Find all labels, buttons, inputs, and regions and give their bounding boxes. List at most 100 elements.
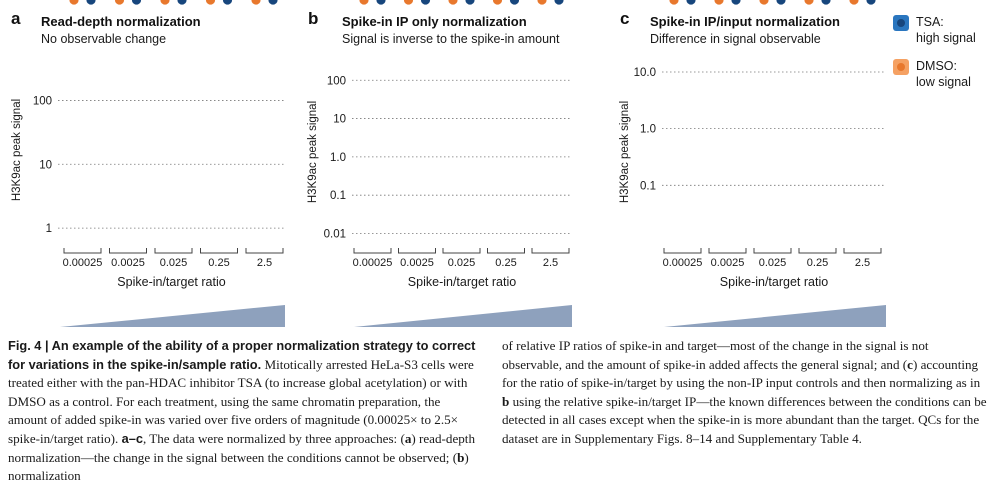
median-dot-c-tsa-4 (866, 0, 876, 5)
x-tick-label-a-3: 0.25 (208, 257, 229, 269)
median-dot-c-dmso-4 (849, 0, 859, 5)
median-dot-a-dmso-0 (69, 0, 79, 5)
figure-caption-right: of relative IP ratios of spike-in and ta… (502, 338, 987, 446)
x-tick-label-b-4: 2.5 (543, 257, 558, 269)
y-tick-label-b-3: 10 (333, 114, 346, 126)
category-bracket-a-3 (200, 248, 238, 254)
legend-item-dmso: DMSO: low signal (893, 58, 1000, 90)
median-dot-a-dmso-2 (160, 0, 170, 5)
median-dot-c-dmso-1 (714, 0, 724, 5)
median-dot-b-tsa-1 (420, 0, 431, 5)
median-dot-c-dmso-2 (759, 0, 769, 5)
dmso-swatch-icon (893, 59, 909, 75)
y-axis-label-c: H3K9ac peak signal (619, 101, 631, 203)
median-dot-a-tsa-3 (222, 0, 233, 5)
category-bracket-c-3 (798, 248, 837, 254)
median-dot-b-dmso-4 (537, 0, 547, 5)
x-tick-label-c-3: 0.25 (807, 257, 828, 269)
median-dot-c-tsa-3 (821, 0, 831, 5)
category-bracket-b-3 (487, 248, 525, 254)
panel-title-c: Spike-in IP/input normalization (650, 14, 840, 29)
median-dot-a-tsa-4 (268, 0, 278, 5)
median-dot-b-tsa-3 (509, 0, 520, 5)
y-tick-label-c-0: 0.1 (640, 180, 656, 192)
x-tick-label-a-4: 2.5 (257, 257, 272, 269)
y-axis-label-a: H3K9ac peak signal (11, 99, 23, 201)
panel-c: c Spike-in IP/input normalization Differen… (619, 0, 886, 289)
median-dot-b-tsa-2 (465, 0, 475, 5)
median-dot-a-dmso-1 (114, 0, 125, 5)
median-dot-c-tsa-1 (731, 0, 741, 5)
legend-tsa-label: TSA: (916, 15, 944, 29)
panel-letter-a: a (11, 9, 21, 28)
y-tick-label-b-4: 100 (327, 75, 346, 87)
y-tick-label-c-1: 1.0 (640, 124, 656, 136)
y-axis-label-b: H3K9ac peak signal (307, 101, 319, 203)
category-bracket-b-1 (398, 248, 436, 254)
x-tick-label-b-0: 0.00025 (353, 257, 393, 269)
panel-subtitle-a: No observable change (41, 32, 166, 46)
legend-item-tsa: TSA: high signal (893, 14, 1000, 46)
legend-dmso-label: DMSO: (916, 59, 957, 73)
median-dot-a-dmso-3 (205, 0, 216, 5)
median-dot-c-tsa-0 (686, 0, 696, 5)
panel-a: a Read-depth normalization No observable c… (11, 0, 285, 289)
median-dot-a-tsa-2 (177, 0, 187, 5)
x-axis-label-c: Spike-in/target ratio (720, 275, 828, 289)
x-tick-label-c-4: 2.5 (855, 257, 870, 269)
median-dot-b-dmso-3 (492, 0, 503, 5)
x-tick-label-b-2: 0.025 (448, 257, 476, 269)
x-tick-label-c-1: 0.0025 (711, 257, 745, 269)
category-bracket-a-1 (109, 248, 147, 254)
panel-letter-c: c (620, 9, 629, 28)
category-bracket-b-0 (353, 248, 392, 254)
legend: TSA: high signal DMSO: low signal (893, 14, 1000, 102)
legend-tsa-desc: high signal (916, 31, 976, 45)
x-tick-label-a-2: 0.025 (160, 257, 188, 269)
median-dot-b-tsa-4 (554, 0, 564, 5)
panel-subtitle-b: Signal is inverse to the spike-in amount (342, 32, 560, 46)
tsa-swatch-icon (893, 15, 909, 31)
figure-panels: a Read-depth normalization No observable c… (0, 0, 886, 327)
category-bracket-b-2 (442, 248, 481, 254)
median-dot-a-tsa-1 (131, 0, 142, 5)
panel-title-a: Read-depth normalization (41, 14, 201, 29)
panel-title-b: Spike-in IP only normalization (342, 14, 527, 29)
median-dot-a-dmso-4 (251, 0, 261, 5)
category-bracket-c-0 (663, 248, 702, 254)
median-dot-b-dmso-2 (448, 0, 458, 5)
x-tick-label-a-1: 0.0025 (111, 257, 145, 269)
category-bracket-c-1 (708, 248, 747, 254)
y-tick-label-a-2: 100 (33, 95, 52, 107)
y-tick-label-c-2: 10.0 (634, 67, 656, 79)
y-tick-label-b-1: 0.1 (330, 190, 346, 202)
category-bracket-a-2 (154, 248, 193, 254)
caption-title: Fig. 4 | An example of the ability of a … (8, 338, 476, 372)
y-tick-label-a-1: 10 (39, 159, 52, 171)
panel-subtitle-c: Difference in signal observable (650, 32, 821, 46)
category-bracket-c-4 (843, 248, 882, 254)
median-dot-c-dmso-0 (669, 0, 679, 5)
median-dot-b-tsa-0 (376, 0, 386, 5)
legend-dmso-desc: low signal (916, 75, 971, 89)
caption-left-text-1: Mitotically arrested HeLa-S3 cells were … (8, 356, 474, 446)
category-bracket-c-2 (753, 248, 792, 254)
spike-in-gradient-wedge-b (354, 305, 572, 327)
median-dot-b-dmso-0 (359, 0, 369, 5)
x-axis-label-b: Spike-in/target ratio (408, 275, 516, 289)
spike-in-gradient-wedge-c (664, 305, 886, 327)
category-bracket-a-4 (245, 248, 284, 254)
y-tick-label-b-0: 0.01 (324, 229, 346, 241)
median-dot-a-tsa-0 (86, 0, 96, 5)
x-tick-label-b-1: 0.0025 (400, 257, 434, 269)
x-tick-label-c-0: 0.00025 (663, 257, 703, 269)
y-tick-label-b-2: 1.0 (330, 152, 346, 164)
panel-letter-b: b (308, 9, 318, 28)
median-dot-c-dmso-3 (804, 0, 814, 5)
median-dot-b-dmso-1 (403, 0, 414, 5)
figure-caption-left: Fig. 4 | An example of the ability of a … (8, 338, 476, 484)
panel-b: b Spike-in IP only normalization Signal is… (307, 0, 572, 289)
x-tick-label-c-2: 0.025 (759, 257, 787, 269)
spike-in-gradient-wedge-a (60, 305, 285, 327)
x-tick-label-b-3: 0.25 (495, 257, 516, 269)
